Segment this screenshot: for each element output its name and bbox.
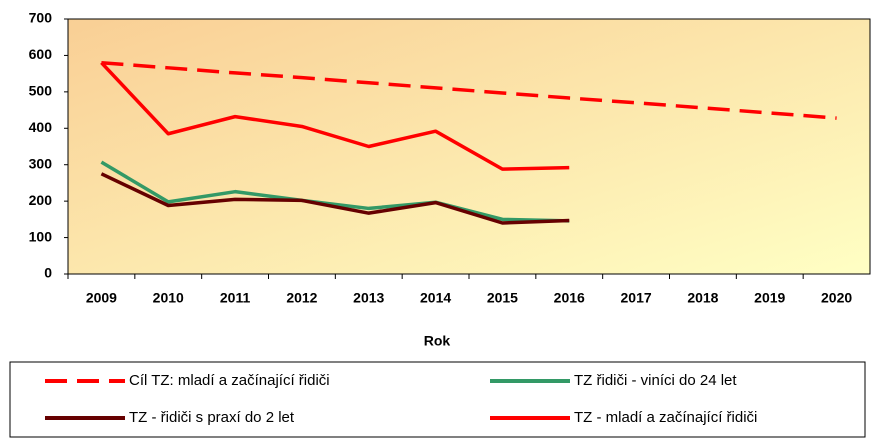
y-tick-label: 500 xyxy=(29,83,53,99)
y-tick-label: 300 xyxy=(29,155,53,171)
x-tick-label: 2015 xyxy=(487,290,518,306)
y-tick-label: 100 xyxy=(29,228,53,244)
legend xyxy=(9,361,866,438)
x-tick-label: 2019 xyxy=(754,290,785,306)
legend-label: TZ - mladí a začínající řidiči xyxy=(574,409,757,426)
plot-area xyxy=(67,18,871,275)
y-tick-label: 700 xyxy=(29,10,53,26)
x-tick-label: 2018 xyxy=(687,290,718,306)
x-tick-label: 2013 xyxy=(353,290,384,306)
x-axis-label: Rok xyxy=(424,333,451,349)
x-tick-label: 2016 xyxy=(554,290,585,306)
legend-label: TZ - řidiči s praxí do 2 let xyxy=(129,409,295,426)
series-line xyxy=(101,60,837,120)
legend-label: TZ řidiči - viníci do 24 let xyxy=(574,372,737,389)
x-tick-label: 2010 xyxy=(153,290,184,306)
y-tick-label: 400 xyxy=(29,119,53,135)
y-tick-label: 200 xyxy=(29,192,53,208)
y-tick-label: 600 xyxy=(29,46,53,62)
x-tick-label: 2014 xyxy=(420,290,451,306)
series-line xyxy=(100,160,570,223)
series-line xyxy=(100,172,570,225)
legend-label: Cíl TZ: mladí a začínající řidiči xyxy=(129,372,330,389)
x-tick-label: 2009 xyxy=(86,290,117,306)
series-line xyxy=(100,61,570,171)
x-tick-label: 2017 xyxy=(621,290,652,306)
x-tick-label: 2011 xyxy=(220,290,251,306)
y-tick-label: 0 xyxy=(44,265,52,281)
x-tick-label: 2012 xyxy=(286,290,317,306)
x-tick-label: 2020 xyxy=(821,290,852,306)
